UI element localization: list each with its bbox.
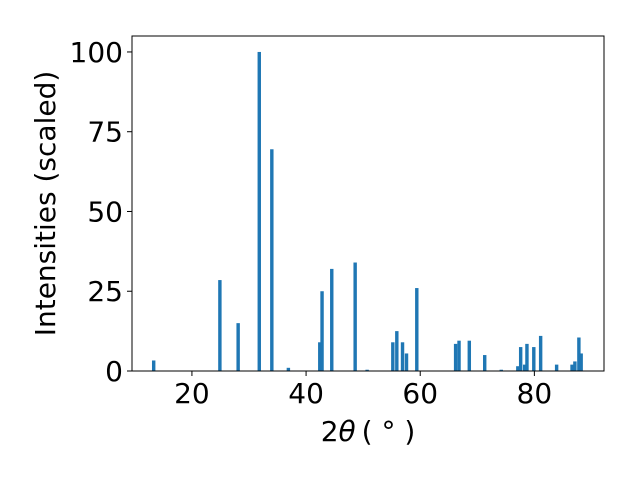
bar	[330, 268, 334, 371]
x-axis-label-main: 2	[321, 415, 339, 448]
bar	[286, 367, 291, 371]
y-tick-label: 100	[70, 36, 123, 69]
bar	[320, 291, 324, 371]
x-axis-label: 2θ( ° )	[321, 415, 416, 448]
y-tick-label: 50	[87, 195, 123, 228]
bar	[579, 353, 583, 371]
bar	[236, 323, 240, 371]
bar	[483, 355, 487, 371]
bar	[415, 288, 419, 371]
bar	[522, 364, 527, 371]
bar	[532, 347, 536, 371]
bar	[353, 262, 357, 371]
x-tick-label: 80	[517, 377, 553, 410]
bar	[218, 280, 222, 371]
bar	[391, 342, 395, 371]
bar	[395, 331, 399, 371]
x-tick-label: 20	[174, 377, 210, 410]
x-axis-label-theta: θ	[339, 415, 356, 448]
x-tick-label: 40	[288, 377, 324, 410]
bar	[453, 343, 458, 371]
bar	[457, 340, 461, 371]
x-tick-label: 60	[402, 377, 438, 410]
plot-area-frame	[131, 35, 605, 372]
y-axis-label: Intensities (scaled)	[29, 71, 62, 337]
x-axis-label-unit: ( ° )	[362, 415, 416, 448]
y-tick-label: 75	[87, 116, 123, 149]
bar	[577, 337, 581, 371]
bar	[257, 51, 261, 371]
bar	[467, 340, 472, 371]
bar	[516, 366, 520, 371]
bar	[400, 342, 405, 371]
y-axis-ticks: 0 25 50 75 100	[70, 36, 132, 388]
bar	[151, 360, 156, 371]
bar	[365, 369, 369, 371]
y-tick-label: 25	[87, 275, 123, 308]
bar	[518, 347, 523, 371]
bar	[570, 364, 574, 371]
bar-series	[151, 51, 583, 371]
y-tick-label: 0	[105, 355, 123, 388]
bar	[404, 353, 409, 371]
x-axis-ticks: 20 40 60 80	[174, 371, 552, 410]
bar	[270, 149, 274, 371]
bar	[318, 342, 322, 371]
bar	[525, 343, 529, 371]
bar	[573, 361, 577, 371]
bar	[499, 369, 503, 371]
bar	[554, 364, 559, 371]
bar	[538, 335, 543, 371]
